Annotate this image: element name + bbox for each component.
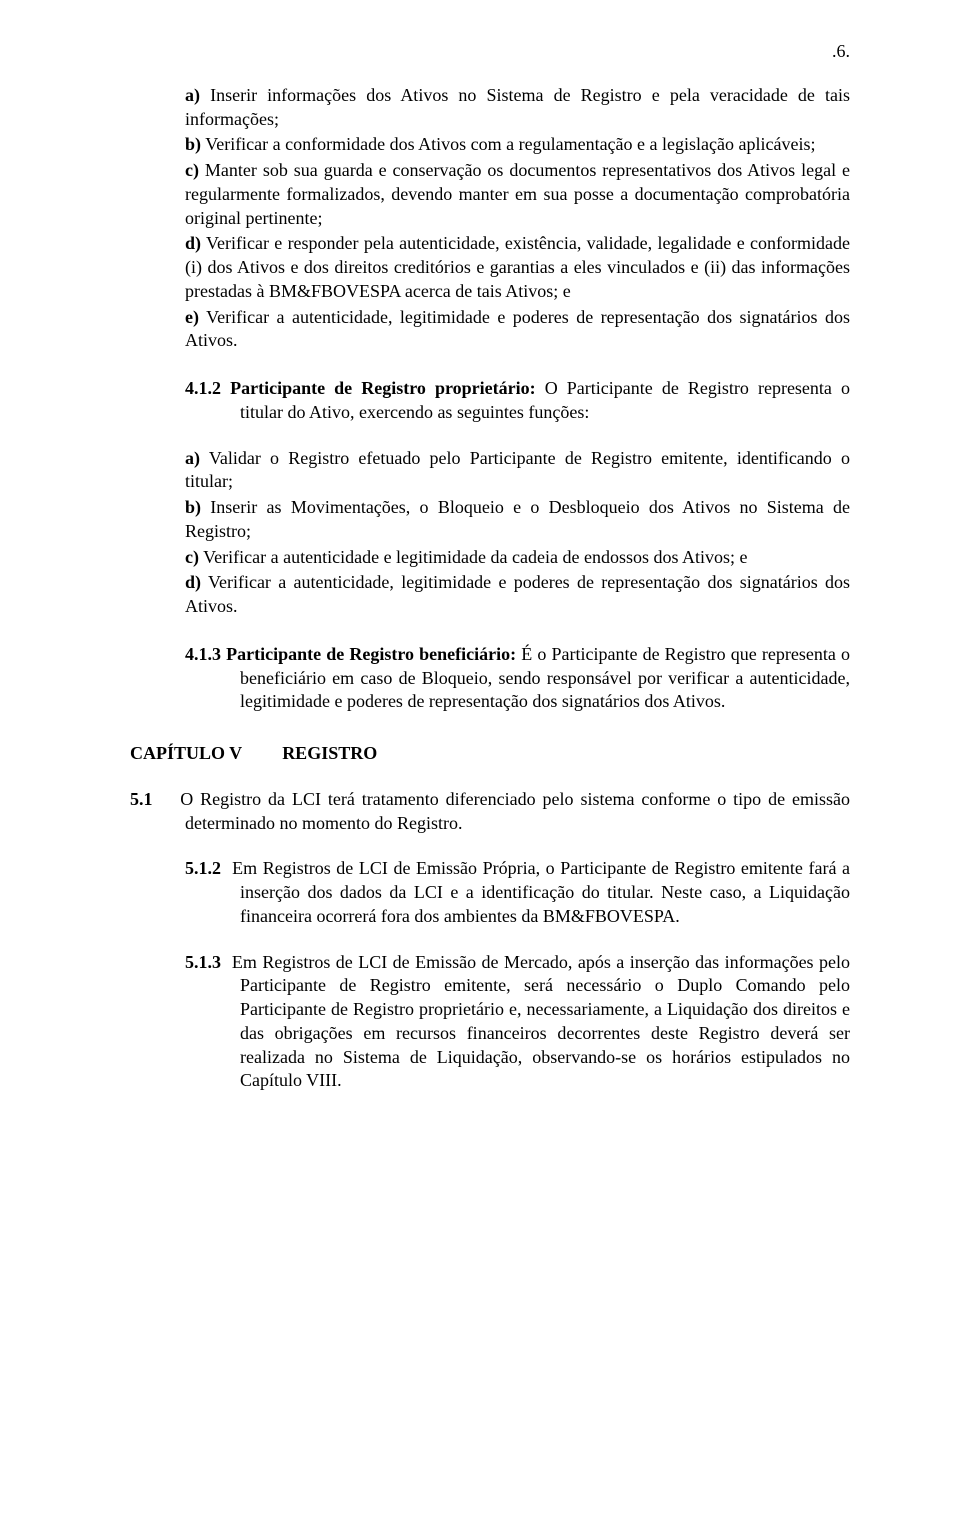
item-number: 4.1.2 xyxy=(185,378,221,398)
item-text: Manter sob sua guarda e conservação os d… xyxy=(185,160,850,228)
list-item: c) Verificar a autenticidade e legitimid… xyxy=(185,546,850,570)
list-item: d) Verificar a autenticidade, legitimida… xyxy=(185,571,850,619)
item-text: Verificar a autenticidade, legitimidade … xyxy=(185,307,850,351)
item-text: Validar o Registro efetuado pelo Partici… xyxy=(185,448,850,492)
item-number: 5.1 xyxy=(130,789,153,809)
item-number: 5.1.2 xyxy=(185,858,221,878)
section-a-list: a) Inserir informações dos Ativos no Sis… xyxy=(185,84,850,353)
item-heading: Participante de Registro beneficiário: xyxy=(226,644,516,664)
item-label: d) xyxy=(185,233,201,253)
item-text: Inserir informações dos Ativos no Sistem… xyxy=(185,85,850,129)
item-body: O Registro da LCI terá tratamento difere… xyxy=(180,789,850,833)
item-text: Verificar a autenticidade, legitimidade … xyxy=(185,572,850,616)
list-item: a) Inserir informações dos Ativos no Sis… xyxy=(185,84,850,132)
item-label: d) xyxy=(185,572,201,592)
item-text: Verificar e responder pela autenticidade… xyxy=(185,233,850,301)
item-label: b) xyxy=(185,134,201,154)
item-label: c) xyxy=(185,547,199,567)
chapter-v-header: CAPÍTULO V REGISTRO xyxy=(130,742,850,766)
item-5-1-3: 5.1.3 Em Registros de LCI de Emissão de … xyxy=(185,951,850,1094)
item-label: c) xyxy=(185,160,199,180)
item-4-1-3: 4.1.3 Participante de Registro beneficiá… xyxy=(185,643,850,714)
list-item: b) Verificar a conformidade dos Ativos c… xyxy=(185,133,850,157)
list-item: a) Validar o Registro efetuado pelo Part… xyxy=(185,447,850,495)
item-5-1: 5.1 O Registro da LCI terá tratamento di… xyxy=(130,788,850,836)
page-number: .6. xyxy=(130,40,850,64)
item-number: 5.1.3 xyxy=(185,952,221,972)
item-body: Em Registros de LCI de Emissão Própria, … xyxy=(232,858,850,926)
item-4-1-2: 4.1.2 Participante de Registro proprietá… xyxy=(185,377,850,425)
list-item: c) Manter sob sua guarda e conservação o… xyxy=(185,159,850,230)
chapter-label: CAPÍTULO V xyxy=(130,742,242,766)
item-label: b) xyxy=(185,497,201,517)
item-5-1-2: 5.1.2 Em Registros de LCI de Emissão Pró… xyxy=(185,857,850,928)
list-item: b) Inserir as Movimentações, o Bloqueio … xyxy=(185,496,850,544)
list-item: e) Verificar a autenticidade, legitimida… xyxy=(185,306,850,354)
chapter-title: REGISTRO xyxy=(282,742,377,766)
item-label: e) xyxy=(185,307,199,327)
item-number: 4.1.3 xyxy=(185,644,221,664)
item-label: a) xyxy=(185,85,200,105)
item-text: Inserir as Movimentações, o Bloqueio e o… xyxy=(185,497,850,541)
item-heading: Participante de Registro proprietário: xyxy=(230,378,536,398)
item-label: a) xyxy=(185,448,200,468)
list-item: d) Verificar e responder pela autenticid… xyxy=(185,232,850,303)
item-text: Verificar a autenticidade e legitimidade… xyxy=(203,547,747,567)
item-4-1-2-sublist: a) Validar o Registro efetuado pelo Part… xyxy=(185,447,850,619)
item-body: Em Registros de LCI de Emissão de Mercad… xyxy=(232,952,850,1091)
item-text: Verificar a conformidade dos Ativos com … xyxy=(205,134,815,154)
